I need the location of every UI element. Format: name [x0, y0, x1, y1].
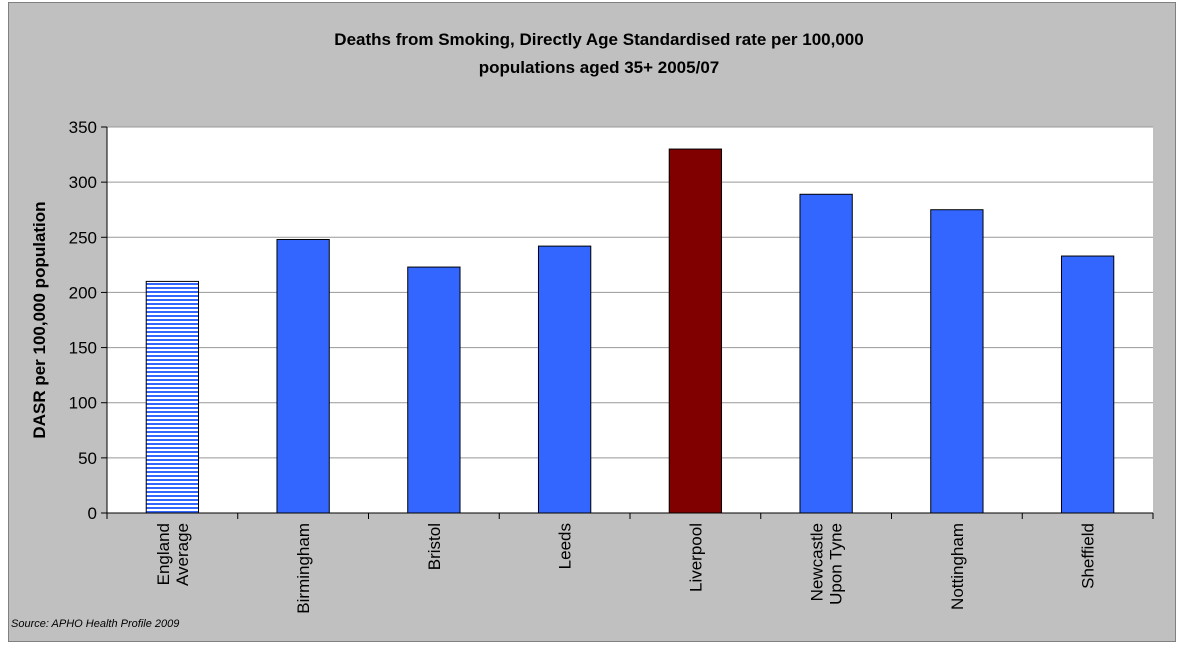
y-tick-label: 100	[69, 394, 97, 413]
bar	[1060, 255, 1115, 514]
category-label: Liverpool	[686, 523, 705, 592]
bar-chart: Deaths from Smoking, Directly Age Standa…	[11, 30, 1154, 630]
category-label: Leeds	[556, 523, 575, 569]
chart-title: Deaths from Smoking, Directly Age Standa…	[334, 30, 863, 77]
chart-title-line: populations aged 35+ 2005/07	[479, 58, 719, 77]
y-axis-title: DASR per 100,000 population	[30, 201, 49, 438]
y-tick-label: 0	[88, 504, 97, 523]
y-tick-label: 200	[69, 283, 97, 302]
category-label-line: Nottingham	[948, 523, 967, 610]
category-label: Newcastle Upon Tyne	[808, 523, 846, 605]
y-tick-label: 350	[69, 118, 97, 137]
plot-area	[107, 127, 1153, 513]
category-label-line: Leeds	[556, 523, 575, 569]
category-label-line: Average	[173, 523, 192, 586]
y-tick-labels: 0 50 100 150 200 250 300 350	[69, 118, 97, 523]
bar	[276, 238, 330, 514]
category-label-line: Newcastle	[808, 523, 827, 601]
category-label-line: England	[154, 523, 173, 585]
bar	[930, 209, 984, 514]
category-label: Sheffield	[1079, 523, 1098, 589]
source-note: Source: APHO Health Profile 2009	[11, 618, 179, 630]
bar	[145, 280, 200, 514]
y-tick-label: 300	[69, 173, 97, 192]
category-label-line: Liverpool	[686, 523, 705, 592]
bar	[799, 193, 853, 514]
category-label: Birmingham	[294, 523, 313, 614]
category-label-line: Upon Tyne	[827, 523, 846, 605]
y-tick-label: 150	[69, 339, 97, 358]
chart-frame: Deaths from Smoking, Directly Age Standa…	[8, 2, 1176, 642]
chart-title-line: Deaths from Smoking, Directly Age Standa…	[334, 30, 863, 49]
category-label-line: Birmingham	[294, 523, 313, 614]
bar	[407, 266, 461, 514]
y-tick-label: 250	[69, 228, 97, 247]
bars	[145, 148, 1115, 514]
y-tick-label: 50	[78, 449, 97, 468]
category-labels: England Average Birmingham Bristol Leeds Live…	[154, 523, 1098, 614]
category-label-line: Sheffield	[1079, 523, 1098, 589]
bar	[537, 245, 592, 514]
category-label: Bristol	[425, 523, 444, 570]
category-label: Nottingham	[948, 523, 967, 610]
axes	[101, 126, 1154, 519]
category-label: England Average	[154, 523, 192, 586]
category-label-line: Bristol	[425, 523, 444, 570]
bar	[668, 148, 723, 514]
